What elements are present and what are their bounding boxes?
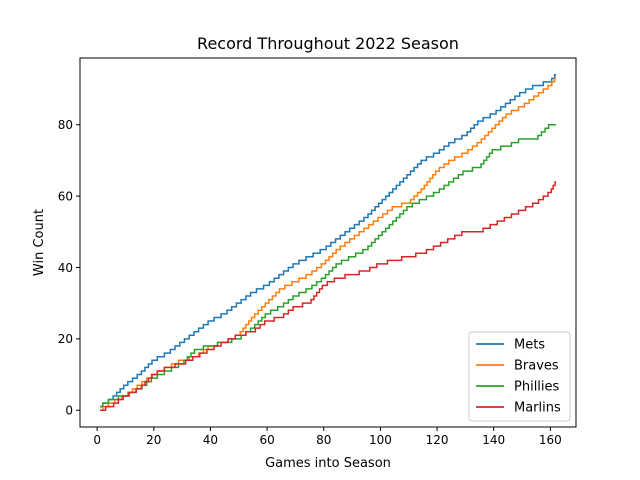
legend-label-marlins: Marlins: [514, 401, 561, 416]
series-layer: [99, 74, 557, 411]
y-tick-label: 80: [58, 118, 73, 132]
x-tick-label: 60: [259, 433, 274, 447]
x-tick-label: 100: [369, 433, 392, 447]
y-tick-label: 20: [58, 332, 73, 346]
y-tick-label: 0: [65, 404, 73, 418]
y-axis-label: Win Count: [32, 209, 47, 276]
x-axis: 0 20 40 60 80 100 120 140 160: [93, 427, 562, 447]
axes-frame: [79, 57, 577, 428]
x-axis-label: Games into Season: [265, 456, 391, 471]
series-line-mets: [99, 74, 557, 408]
x-tick-label: 80: [316, 433, 331, 447]
y-tick-label: 40: [58, 261, 73, 275]
x-tick-label: 20: [146, 433, 161, 447]
x-tick-label: 120: [426, 433, 449, 447]
series-line-marlins: [99, 181, 557, 411]
legend-frame: [468, 331, 571, 422]
legend-label-phillies: Phillies: [514, 380, 560, 395]
x-tick-label: 40: [203, 433, 218, 447]
x-tick-label: 160: [539, 433, 562, 447]
legend-label-mets: Mets: [514, 338, 545, 353]
chart-title: Record Throughout 2022 Season: [197, 34, 459, 53]
legend: Mets Braves Phillies Marlins: [468, 331, 571, 422]
legend-label-braves: Braves: [514, 359, 559, 374]
plot-area: [79, 57, 577, 428]
x-tick-label: 0: [93, 433, 101, 447]
y-axis: 0 20 40 60 80: [58, 118, 80, 418]
series-line-braves: [99, 77, 557, 411]
y-tick-label: 60: [58, 189, 73, 203]
x-tick-label: 140: [482, 433, 505, 447]
